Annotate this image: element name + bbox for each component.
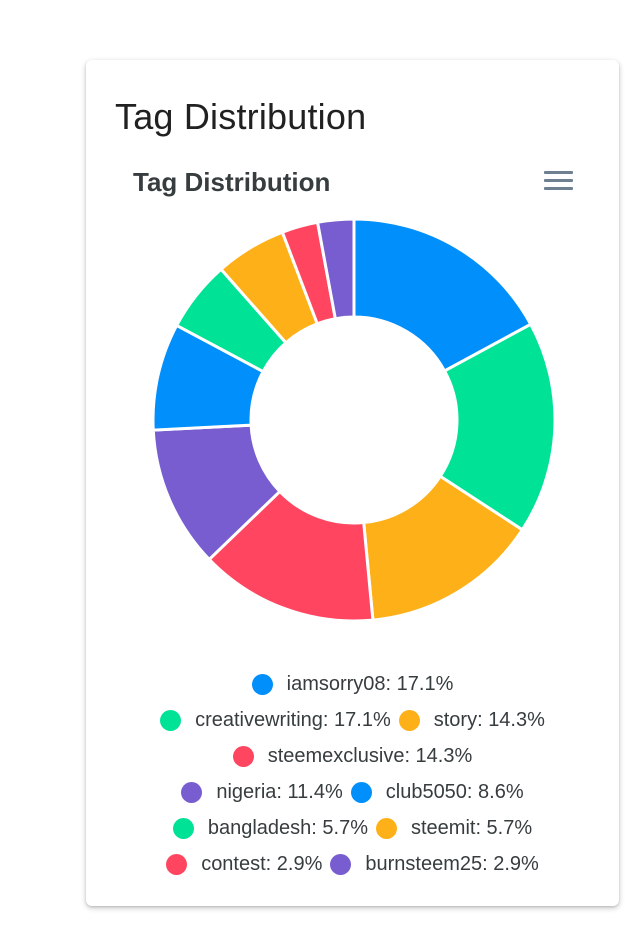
legend-label-iamsorry08: iamsorry08: 17.1% — [286, 672, 454, 695]
legend-label-bangladesh: bangladesh: 5.7% — [207, 816, 368, 839]
donut-slice-creativewriting[interactable] — [438, 322, 557, 532]
legend-marker-steemit — [375, 817, 397, 839]
tag-distribution-card: Tag Distribution Tag Distribution iamsor… — [86, 60, 619, 906]
legend-marker-steemexclusive — [232, 745, 254, 767]
chart-title: Tag Distribution — [133, 167, 331, 197]
chart-legend: iamsorry08: 17.1% creativewriting: 17.1% s… — [86, 666, 619, 882]
card-title: Tag Distribution — [115, 96, 367, 137]
donut-slice-burnsteem25[interactable] — [315, 217, 356, 321]
donut-slice-story[interactable] — [362, 474, 525, 622]
legend-marker-story — [398, 709, 420, 731]
legend-marker-nigeria — [181, 781, 203, 803]
legend-item-nigeria[interactable]: nigeria: 11.4% — [181, 774, 343, 810]
legend-marker-burnsteem25 — [330, 853, 352, 875]
legend-item-steemit[interactable]: steemit: 5.7% — [375, 810, 533, 846]
legend-label-burnsteem25: burnsteem25: 2.9% — [365, 852, 539, 875]
legend-item-contest[interactable]: contest: 2.9% — [166, 846, 322, 882]
legend-label-story: story: 14.3% — [433, 708, 545, 731]
legend-item-iamsorry08[interactable]: iamsorry08: 17.1% — [251, 666, 454, 702]
legend-item-steemexclusive[interactable]: steemexclusive: 14.3% — [232, 738, 473, 774]
legend-item-club5050[interactable]: club5050: 8.6% — [350, 774, 524, 810]
legend-marker-creativewriting — [160, 709, 182, 731]
legend-marker-club5050 — [350, 781, 372, 803]
legend-item-burnsteem25[interactable]: burnsteem25: 2.9% — [330, 846, 539, 882]
legend-label-contest: contest: 2.9% — [201, 852, 323, 875]
legend-marker-contest — [166, 853, 188, 875]
donut-slice-steemexclusive[interactable] — [207, 489, 375, 623]
legend-item-story[interactable]: story: 14.3% — [398, 702, 545, 738]
legend-label-nigeria: nigeria: 11.4% — [216, 780, 343, 803]
legend-item-creativewriting[interactable]: creativewriting: 17.1% — [160, 702, 391, 738]
legend-label-creativewriting: creativewriting: 17.1% — [195, 708, 391, 731]
legend-marker-bangladesh — [172, 817, 194, 839]
donut-slice-iamsorry08[interactable] — [352, 217, 533, 373]
hamburger-menu-icon[interactable] — [544, 170, 574, 192]
legend-label-club5050: club5050: 8.6% — [385, 780, 524, 803]
legend-item-bangladesh[interactable]: bangladesh: 5.7% — [172, 810, 368, 846]
legend-marker-iamsorry08 — [251, 673, 273, 695]
legend-label-steemexclusive: steemexclusive: 14.3% — [267, 744, 473, 767]
legend-label-steemit: steemit: 5.7% — [410, 816, 533, 839]
donut-chart — [151, 217, 557, 623]
